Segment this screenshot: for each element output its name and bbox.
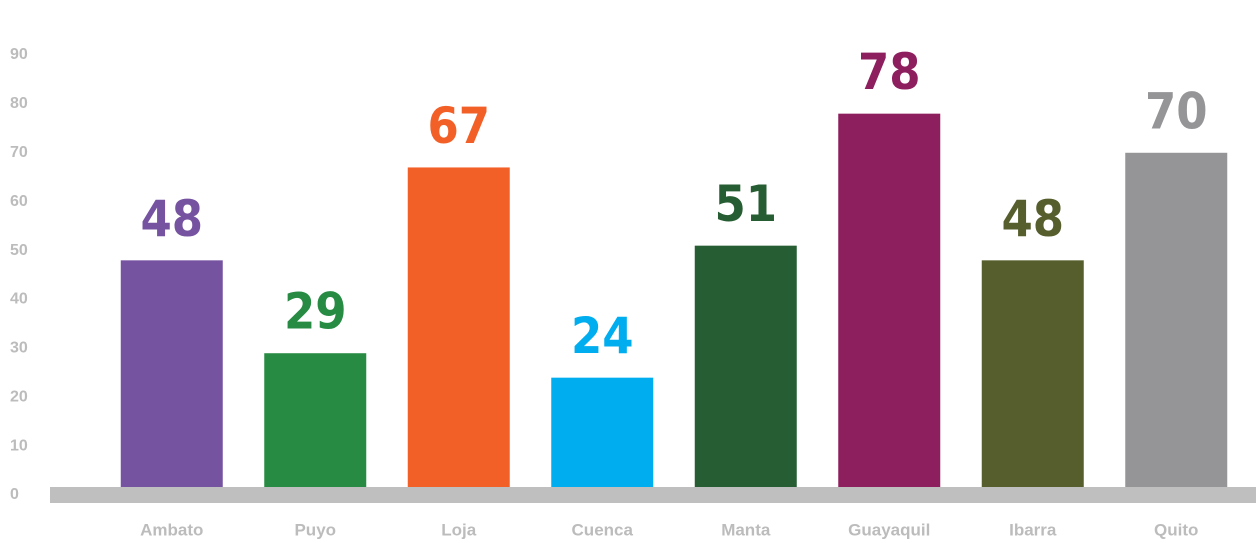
bar — [981, 260, 1084, 487]
value-label: 48 — [1001, 190, 1064, 248]
bar — [407, 167, 510, 487]
baseline — [50, 487, 1256, 503]
bar — [264, 353, 367, 487]
y-tick-label: 20 — [10, 388, 28, 405]
value-label: 48 — [140, 190, 203, 248]
x-tick-label: Manta — [721, 520, 771, 539]
bar — [120, 260, 223, 487]
x-tick-label: Quito — [1154, 520, 1198, 539]
value-label: 24 — [571, 307, 634, 365]
value-label: 67 — [427, 97, 490, 155]
bar — [551, 377, 654, 487]
bar — [838, 113, 941, 488]
y-tick-label: 50 — [10, 242, 28, 259]
y-tick-label: 70 — [10, 144, 28, 161]
y-tick-label: 0 — [10, 486, 19, 503]
y-tick-label: 40 — [10, 291, 28, 308]
value-label: 29 — [284, 283, 347, 341]
x-tick-label: Puyo — [294, 520, 336, 539]
bar — [1125, 152, 1228, 487]
y-tick-label: 90 — [10, 46, 28, 63]
value-label: 78 — [858, 43, 921, 101]
y-tick-label: 10 — [10, 437, 28, 454]
value-label: 70 — [1145, 82, 1208, 140]
value-label: 51 — [714, 175, 777, 233]
x-tick-label: Ambato — [140, 520, 203, 539]
y-tick-label: 30 — [10, 340, 28, 357]
bar — [694, 245, 797, 487]
x-tick-label: Guayaquil — [848, 520, 930, 539]
x-tick-label: Ibarra — [1009, 520, 1057, 539]
x-tick-label: Cuenca — [572, 520, 634, 539]
y-tick-label: 80 — [10, 95, 28, 112]
y-tick-label: 60 — [10, 193, 28, 210]
x-tick-label: Loja — [441, 520, 476, 539]
